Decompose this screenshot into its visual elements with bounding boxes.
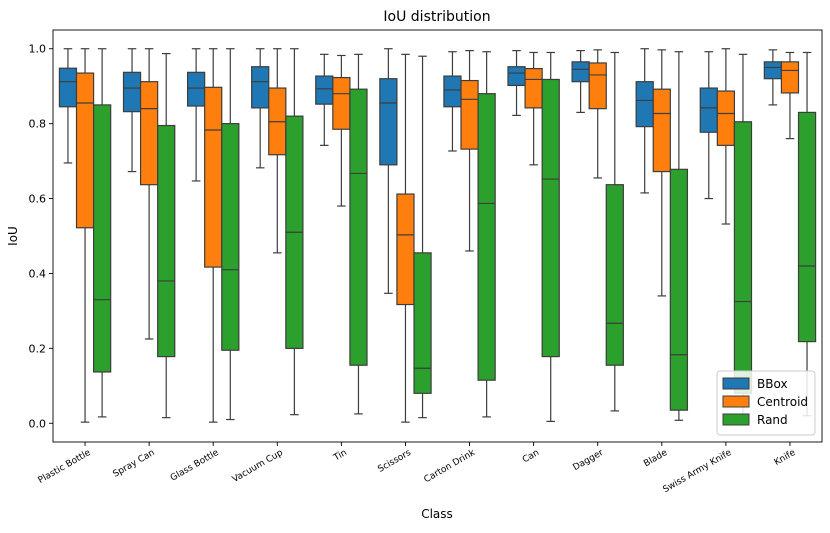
category-group [379, 48, 432, 423]
category-group [635, 48, 689, 421]
box-bbox [635, 81, 654, 128]
box-centroid [460, 79, 479, 150]
box-rand [221, 123, 240, 351]
box-rand [605, 184, 624, 366]
x-tick-label: Vacuum Cup [231, 448, 285, 485]
box-centroid [716, 90, 736, 146]
box-bbox [763, 61, 783, 80]
category-group [507, 49, 560, 422]
box-rand [733, 121, 753, 394]
box-bbox [507, 66, 526, 87]
plot-area [52, 29, 823, 443]
legend-swatch-bbox [722, 377, 750, 390]
box-bbox [186, 71, 206, 107]
box-bbox [443, 75, 462, 108]
category-group [443, 49, 496, 418]
box-centroid [204, 86, 223, 268]
box-centroid [332, 76, 351, 130]
y-tick-label: 0.8 [29, 118, 47, 131]
box-rand [413, 252, 432, 394]
legend-label-centroid: Centroid [757, 395, 808, 409]
box-bbox [122, 71, 142, 113]
y-tick-label: 0.6 [29, 193, 47, 206]
box-bbox [571, 61, 590, 83]
y-axis: 0.0 0.2 0.4 0.6 0.8 1.0 [29, 43, 53, 430]
x-tick-label: Dagger [572, 448, 606, 473]
category-group [58, 48, 112, 423]
category-group [699, 48, 753, 417]
box-bbox [699, 87, 718, 133]
x-axis-label: Class [421, 507, 453, 521]
x-tick-label: Blade [642, 448, 669, 470]
x-tick-label: Carton Drink [423, 448, 478, 486]
y-tick-label: 1.0 [29, 43, 47, 56]
box-rand [477, 93, 496, 381]
box-rand [669, 168, 689, 411]
legend-label-rand: Rand [757, 413, 788, 427]
x-tick-label: Swiss Army Knife [661, 448, 733, 496]
x-axis: Plastic Bottle Spray Can Glass Bottle Vacuu… [37, 442, 798, 495]
x-tick-label: Plastic Bottle [37, 448, 93, 486]
box-centroid [396, 193, 415, 306]
plot-frame [52, 29, 823, 443]
category-group [571, 49, 624, 412]
legend-swatch-rand [722, 413, 750, 426]
x-tick-label: Can [521, 448, 541, 465]
box-centroid [75, 72, 95, 229]
category-group [251, 48, 304, 416]
category-group [763, 49, 817, 417]
box-bbox [379, 78, 398, 166]
box-bbox [58, 67, 78, 108]
box-centroid [652, 88, 671, 173]
box-rand [157, 124, 176, 358]
y-tick-label: 0.4 [29, 267, 47, 280]
chart-title: IoU distribution [383, 9, 490, 25]
x-tick-label: Glass Bottle [169, 448, 221, 484]
box-rand [541, 78, 560, 358]
x-tick-label: Knife [773, 448, 798, 468]
box-centroid [524, 67, 543, 109]
y-axis-label: IoU [6, 226, 20, 246]
y-tick-label: 0.2 [29, 342, 47, 355]
box-rand [797, 111, 817, 343]
box-centroid [588, 62, 607, 110]
legend-label-bbox: BBox [757, 377, 788, 391]
y-tick-label: 0.0 [29, 417, 47, 430]
legend-swatch-centroid [722, 395, 750, 408]
box-centroid [139, 81, 159, 186]
box-bbox [315, 75, 334, 105]
category-group [315, 53, 368, 415]
x-tick-label: Spray Can [111, 448, 156, 480]
legend: BBox Centroid Rand [716, 370, 816, 436]
x-tick-label: Scissors [376, 448, 413, 475]
box-centroid [780, 61, 800, 94]
box-bbox [251, 66, 270, 109]
x-tick-label: Tin [331, 448, 349, 464]
box-rand [349, 88, 368, 366]
category-group [122, 48, 176, 419]
category-group [186, 48, 240, 423]
box-rand [92, 104, 112, 373]
